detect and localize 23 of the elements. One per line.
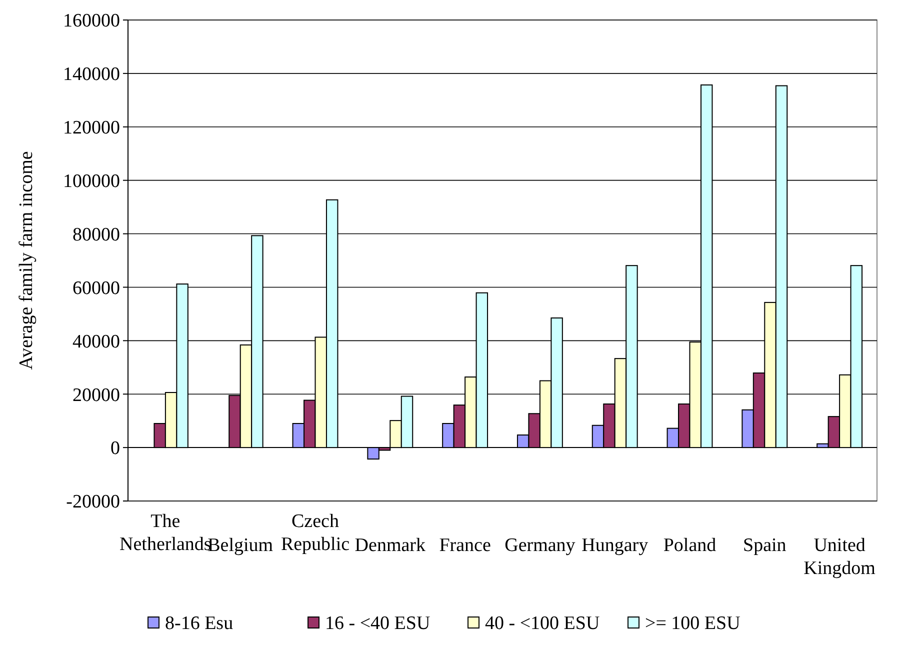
x-tick-label: United Kingdom bbox=[804, 535, 876, 579]
x-tick-label: Germany bbox=[504, 535, 576, 556]
x-tick-label: Spain bbox=[743, 535, 787, 556]
legend-label: 40 - <100 ESU bbox=[485, 613, 600, 634]
y-tick-label: 20000 bbox=[72, 384, 120, 406]
x-tick-label: France bbox=[439, 535, 491, 556]
x-tick-label: Poland bbox=[663, 535, 717, 556]
y-axis-title: Average family farm income bbox=[16, 151, 37, 370]
y-tick-label: 100000 bbox=[63, 170, 120, 192]
y-tick-label: 120000 bbox=[63, 118, 120, 139]
x-tick-label: Denmark bbox=[354, 535, 426, 556]
y-tick-label: 60000 bbox=[72, 278, 120, 299]
y-tick-label: 0 bbox=[110, 438, 120, 460]
y-tick-label: 160000 bbox=[63, 10, 120, 32]
x-tick-label: Hungary bbox=[582, 535, 649, 556]
y-tick-label: 140000 bbox=[63, 64, 120, 86]
y-tick-label: 80000 bbox=[72, 224, 120, 246]
legend-label: 8-16 Esu bbox=[165, 613, 234, 634]
y-tick-label: 40000 bbox=[72, 331, 120, 352]
legend-label: 16 - <40 ESU bbox=[325, 613, 430, 634]
x-tick-label: Czech Republic bbox=[280, 511, 350, 555]
legend-label: >= 100 ESU bbox=[645, 613, 741, 634]
y-tick-label: -20000 bbox=[66, 492, 120, 513]
